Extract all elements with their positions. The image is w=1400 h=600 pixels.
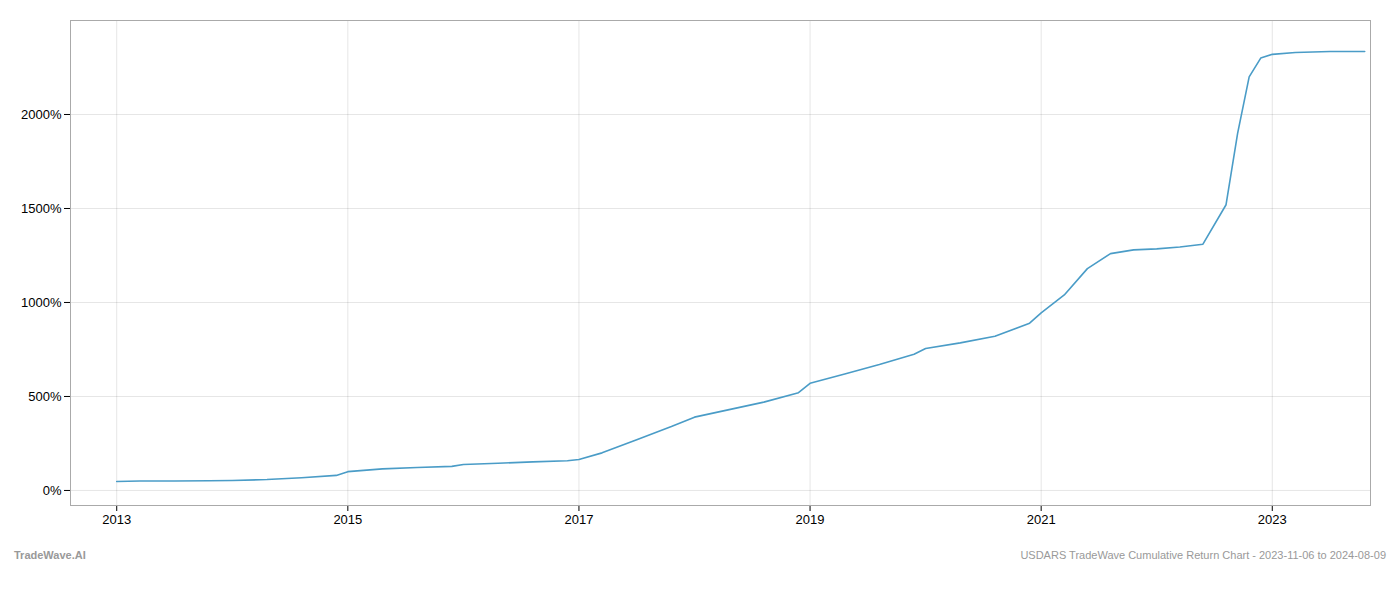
svg-text:2023: 2023	[1258, 512, 1287, 527]
svg-text:2017: 2017	[564, 512, 593, 527]
svg-text:2019: 2019	[796, 512, 825, 527]
svg-text:2015: 2015	[333, 512, 362, 527]
svg-text:2021: 2021	[1027, 512, 1056, 527]
html-text:USDARS TradeWave Cumulative Re: USDARS TradeWave Cumulative Return Chart…	[1020, 549, 1386, 561]
svg-text:1500%: 1500%	[21, 201, 62, 216]
svg-text:2013: 2013	[102, 512, 131, 527]
svg-text:1000%: 1000%	[21, 295, 62, 310]
svg-text:0%: 0%	[43, 483, 62, 498]
html-text:TradeWave.AI: TradeWave.AI	[14, 549, 86, 561]
svg-text:500%: 500%	[28, 389, 62, 404]
svg-text:2000%: 2000%	[21, 107, 62, 122]
